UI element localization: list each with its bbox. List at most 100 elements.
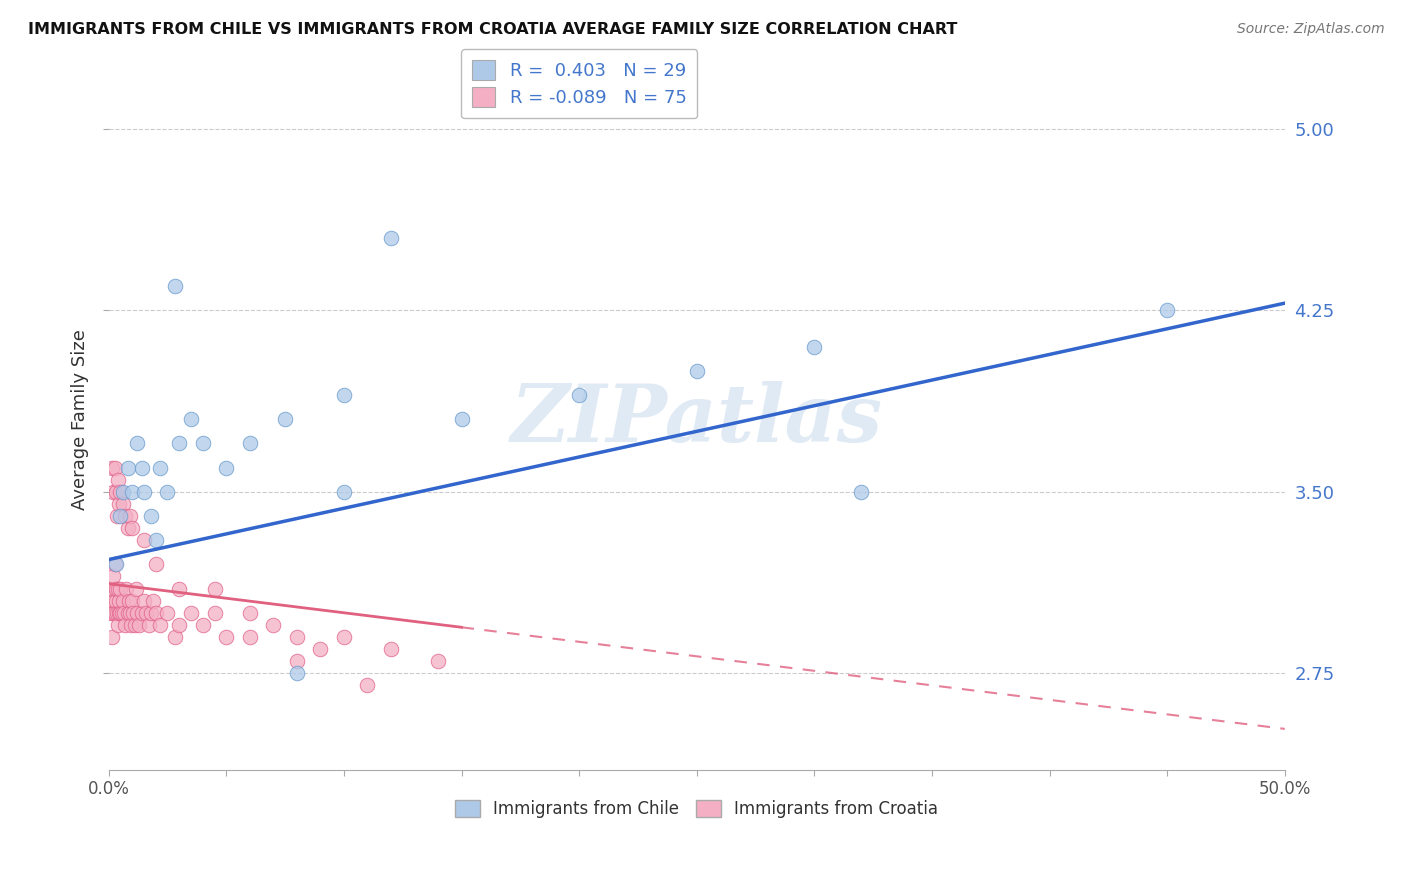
Point — [167, 582, 190, 596]
Point — [309, 642, 332, 657]
Point — [100, 606, 122, 620]
Point — [163, 279, 186, 293]
Point — [215, 460, 238, 475]
Point — [110, 508, 132, 523]
Point — [121, 521, 143, 535]
Point — [103, 593, 125, 607]
Point — [135, 606, 157, 620]
Point — [262, 618, 284, 632]
Point — [122, 606, 145, 620]
Point — [131, 606, 153, 620]
Point — [285, 666, 308, 681]
Point — [427, 654, 450, 668]
Point — [107, 582, 129, 596]
Point — [108, 497, 131, 511]
Point — [450, 412, 472, 426]
Point — [125, 606, 148, 620]
Point — [104, 484, 127, 499]
Point — [101, 606, 124, 620]
Point — [333, 388, 356, 402]
Point — [115, 582, 138, 596]
Point — [105, 508, 128, 523]
Point — [108, 606, 131, 620]
Point — [103, 569, 125, 583]
Point — [112, 606, 135, 620]
Point — [111, 497, 134, 511]
Point — [163, 630, 186, 644]
Point — [121, 593, 143, 607]
Point — [180, 412, 202, 426]
Point — [380, 231, 402, 245]
Point — [114, 618, 136, 632]
Point — [132, 484, 155, 499]
Point — [117, 521, 139, 535]
Point — [101, 460, 124, 475]
Text: ZIPatlas: ZIPatlas — [510, 381, 883, 458]
Point — [103, 558, 125, 572]
Point — [204, 606, 226, 620]
Point — [204, 582, 226, 596]
Point — [132, 593, 155, 607]
Point — [239, 606, 262, 620]
Point — [239, 630, 262, 644]
Point — [239, 436, 262, 450]
Point — [285, 630, 308, 644]
Text: IMMIGRANTS FROM CHILE VS IMMIGRANTS FROM CROATIA AVERAGE FAMILY SIZE CORRELATION: IMMIGRANTS FROM CHILE VS IMMIGRANTS FROM… — [28, 22, 957, 37]
Point — [149, 460, 172, 475]
Point — [145, 533, 167, 548]
Point — [124, 618, 146, 632]
Point — [120, 618, 142, 632]
Point — [333, 630, 356, 644]
Point — [149, 618, 172, 632]
Point — [145, 606, 167, 620]
Point — [215, 630, 238, 644]
Point — [103, 484, 125, 499]
Point — [121, 484, 143, 499]
Legend: Immigrants from Chile, Immigrants from Croatia: Immigrants from Chile, Immigrants from C… — [449, 793, 945, 825]
Point — [131, 460, 153, 475]
Point — [128, 618, 150, 632]
Point — [101, 582, 124, 596]
Point — [111, 606, 134, 620]
Point — [333, 484, 356, 499]
Point — [167, 618, 190, 632]
Point — [568, 388, 591, 402]
Point — [118, 593, 141, 607]
Point — [167, 436, 190, 450]
Point — [98, 582, 121, 596]
Point — [111, 593, 134, 607]
Point — [107, 473, 129, 487]
Point — [851, 484, 873, 499]
Point — [111, 484, 134, 499]
Point — [110, 484, 132, 499]
Point — [1156, 303, 1178, 318]
Point — [104, 593, 127, 607]
Point — [138, 618, 160, 632]
Point — [274, 412, 297, 426]
Point — [107, 618, 129, 632]
Point — [132, 533, 155, 548]
Point — [145, 558, 167, 572]
Point — [380, 642, 402, 657]
Point — [686, 364, 709, 378]
Point — [139, 508, 162, 523]
Point — [803, 340, 825, 354]
Point — [104, 558, 127, 572]
Point — [107, 606, 129, 620]
Point — [104, 606, 127, 620]
Point — [139, 606, 162, 620]
Point — [125, 582, 148, 596]
Point — [285, 654, 308, 668]
Point — [105, 606, 128, 620]
Point — [114, 508, 136, 523]
Point — [108, 593, 131, 607]
Point — [103, 460, 125, 475]
Point — [180, 606, 202, 620]
Point — [125, 436, 148, 450]
Point — [110, 582, 132, 596]
Point — [117, 606, 139, 620]
Point — [117, 460, 139, 475]
Point — [100, 630, 122, 644]
Point — [191, 618, 214, 632]
Text: Source: ZipAtlas.com: Source: ZipAtlas.com — [1237, 22, 1385, 37]
